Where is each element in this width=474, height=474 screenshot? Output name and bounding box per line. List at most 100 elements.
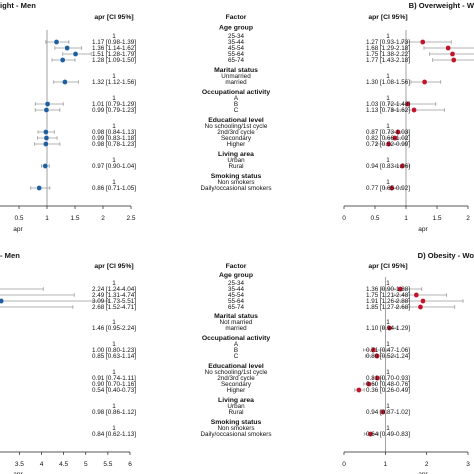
- factor-level-label: Unmarried: [221, 73, 251, 80]
- ci-value-label: 1: [112, 157, 116, 164]
- ci-value-label: 1: [386, 73, 390, 80]
- estimate-point: [43, 141, 49, 147]
- estimate-point: [374, 375, 381, 381]
- x-axis-label: apr: [418, 471, 428, 474]
- ci-value-label: 1.27 [0.93-1.73]: [366, 39, 410, 46]
- x-axis-tick-label: 1: [384, 461, 388, 468]
- factor-level-label: Non smokers: [217, 425, 254, 432]
- estimate-point: [385, 141, 392, 147]
- estimate-point: [367, 431, 374, 437]
- estimate-point: [36, 185, 42, 191]
- ci-value-label: 1.01 [0.79-1.29]: [92, 101, 136, 108]
- ci-value-label: 2.49 [1.31-4.74]: [92, 292, 136, 299]
- factor-group-header: Living area: [218, 397, 254, 404]
- estimate-point: [388, 185, 395, 191]
- factor-level-label: A: [234, 341, 239, 348]
- factor-level-label: Urban: [227, 157, 245, 164]
- ci-value-label: 2.24 [1.24-4.04]: [92, 286, 136, 293]
- estimate-point: [450, 57, 457, 63]
- estimate-point: [44, 101, 51, 107]
- x-axis-label: apr: [13, 471, 23, 474]
- factor-level-label: Secondary: [221, 135, 252, 142]
- x-axis-tick-label: 5.5: [103, 461, 112, 468]
- x-axis-tick-label: 4.5: [59, 461, 68, 468]
- x-axis-tick-label: 1.5: [70, 215, 79, 222]
- x-axis-tick-label: 2.5: [126, 215, 135, 222]
- panel-title: D) Obesity - Wo: [418, 251, 474, 260]
- factor-level-label: Daily/occasional smokers: [200, 431, 271, 438]
- panel-title: - Men: [0, 251, 20, 260]
- factor-group-header: Educational level: [208, 363, 264, 370]
- estimate-point: [411, 107, 417, 113]
- estimate-point: [42, 163, 49, 169]
- estimate-point: [413, 292, 420, 298]
- ci-value-label: 1.03 [0.72-1.48]: [366, 101, 410, 108]
- x-axis-tick-label: 1.5: [432, 215, 441, 222]
- ci-value-label: 1: [112, 179, 116, 186]
- ci-value-label: 0.64 [0.49-0.83]: [366, 431, 410, 438]
- factor-level-label: 55-64: [228, 298, 245, 305]
- x-axis-tick-label: 4: [40, 461, 44, 468]
- ci-value-label: 1: [386, 341, 390, 348]
- ci-value-label: 0.82 [0.66-1.02]: [366, 135, 410, 142]
- estimate-point: [421, 79, 428, 85]
- ci-value-label: 1.85 [1.27-2.68]: [366, 304, 410, 311]
- factor-level-label: B: [234, 347, 238, 354]
- ci-value-label: 1.91 [1.26-2.88]: [366, 298, 410, 305]
- ci-column-header: apr [CI 95%]: [368, 263, 407, 270]
- estimate-point: [417, 304, 424, 310]
- ci-value-label: 1: [386, 157, 390, 164]
- ci-value-label: 1: [112, 33, 116, 40]
- ci-value-label: 0.60 [0.48-0.76]: [366, 381, 410, 388]
- ci-value-label: 3.09 [1.73-5.51]: [92, 298, 136, 305]
- factor-group-header: Marital status: [214, 313, 258, 320]
- factor-group-header: Marital status: [214, 67, 258, 74]
- ci-column-header: apr [CI 95%]: [94, 14, 133, 21]
- panel-title: B) Overweight - W: [409, 1, 474, 10]
- x-axis-tick-label: 0.5: [14, 215, 23, 222]
- factor-group-header: Occupational activity: [202, 335, 271, 342]
- ci-value-label: 1: [112, 319, 116, 326]
- factor-level-label: 25-34: [228, 33, 245, 40]
- factor-group-header: Living area: [218, 151, 254, 158]
- ci-value-label: 0.84 [0.62-1.13]: [92, 431, 136, 438]
- estimate-point: [370, 347, 377, 353]
- factor-group-header: Occupational activity: [202, 89, 271, 96]
- ci-value-label: 1: [112, 425, 116, 432]
- estimate-point: [43, 107, 50, 113]
- ci-value-label: 0.91 [0.74-1.11]: [92, 375, 136, 382]
- factor-level-label: 25-34: [228, 280, 245, 287]
- ci-column-header: apr [CI 95%]: [94, 263, 133, 270]
- ci-value-label: 1: [386, 33, 390, 40]
- panel-title: ight - Men: [0, 1, 36, 10]
- factor-level-label: 45-54: [228, 292, 245, 299]
- factor-level-label: Rural: [228, 409, 243, 416]
- factor-level-label: No schooling/1st cycle: [205, 369, 268, 376]
- estimate-point: [59, 57, 66, 63]
- estimate-point: [386, 325, 393, 331]
- ci-value-label: 0.94 [0.83-1.06]: [366, 163, 410, 170]
- factor-group-header: Smoking status: [211, 173, 262, 180]
- factor-level-label: Higher: [227, 141, 246, 148]
- ci-value-label: 1.32 [1.12-1.56]: [92, 79, 136, 86]
- ci-value-label: 0.97 [0.90-1.04]: [92, 163, 136, 170]
- estimate-point: [445, 45, 451, 51]
- ci-value-label: 0.94 [0.87-1.02]: [366, 409, 410, 416]
- x-axis-label: apr: [13, 226, 23, 233]
- ci-value-label: 0.54 [0.40-0.73]: [92, 387, 136, 394]
- factor-group-header: Age group: [219, 272, 253, 279]
- x-axis-tick-label: 0: [342, 461, 346, 468]
- ci-value-label: 2.68 [1.52-4.71]: [92, 304, 136, 311]
- ci-value-label: 1.36 [1.14-1.62]: [92, 45, 136, 52]
- x-axis-tick-label: 1: [404, 215, 408, 222]
- estimate-point: [43, 135, 50, 141]
- ci-value-label: 1: [112, 369, 116, 376]
- factor-group-header: Factor: [226, 14, 247, 21]
- x-axis-tick-label: 3.5: [15, 461, 24, 468]
- x-axis-tick-label: 0: [342, 215, 346, 222]
- ci-value-label: 1.30 [1.08-1.56]: [366, 79, 410, 86]
- x-axis-tick-label: 3: [466, 461, 470, 468]
- ci-value-label: 1: [112, 73, 116, 80]
- x-axis-label: apr: [418, 226, 428, 233]
